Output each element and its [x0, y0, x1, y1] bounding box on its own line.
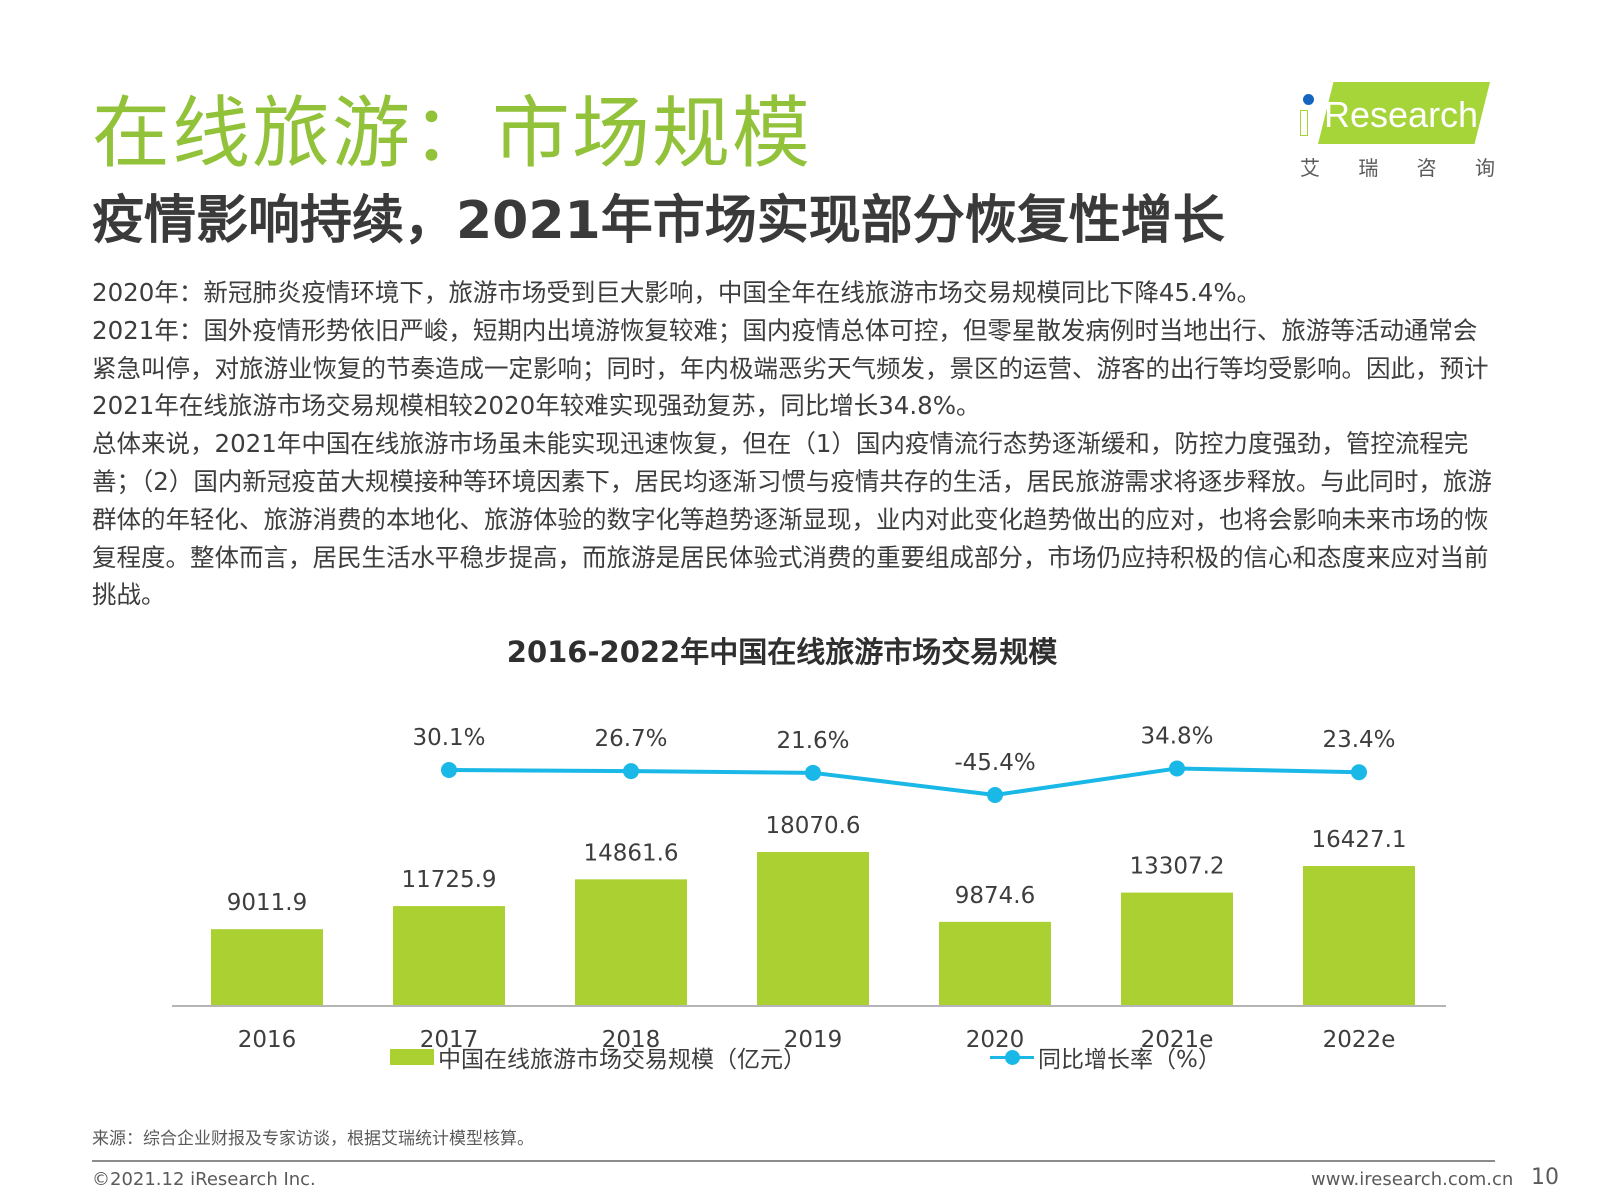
- growth-rate-label: -45.4%: [954, 750, 1035, 776]
- growth-point-2020: [987, 787, 1003, 803]
- logo-word: Research: [1324, 94, 1479, 135]
- legend-line: 同比增长率（%）: [990, 1040, 1221, 1074]
- iresearch-logo: Research 艾 瑞 咨 询: [1300, 82, 1495, 182]
- growth-point-2019: [805, 764, 821, 781]
- growth-rate-line: [448, 766, 1360, 797]
- bar-2020: [939, 921, 1051, 1006]
- logo-chinese-name: 艾 瑞 咨 询: [1300, 152, 1495, 181]
- logo-i-icon: [1300, 110, 1308, 136]
- bar-2016: [211, 929, 323, 1006]
- bar-value-label: 9011.9: [227, 890, 307, 916]
- growth-rate-label: 23.4%: [1322, 727, 1395, 753]
- x-tick-label: 2022e: [1323, 1027, 1396, 1053]
- page-title: 在线旅游：市场规模: [92, 89, 813, 179]
- bar-value-label: 16427.1: [1311, 827, 1406, 853]
- logo-dot-icon: [1303, 94, 1314, 105]
- legend-bar: 中国在线旅游市场交易规模（亿元）: [390, 1040, 806, 1074]
- x-tick-label: 2016: [238, 1027, 297, 1053]
- growth-rate-label: 21.6%: [776, 728, 849, 754]
- footer-website[interactable]: www.iresearch.com.cn: [1311, 1169, 1514, 1190]
- logo-char: 询: [1474, 156, 1495, 180]
- bar-2022e: [1303, 866, 1415, 1006]
- x-tick-labels: 2016 2017 2018 2019 2020 2021e 2022e: [238, 1027, 1396, 1053]
- body-text: 2020年：新冠肺炎疫情环境下，旅游市场受到巨大影响，中国全年在线旅游市场交易规…: [92, 274, 1492, 614]
- x-tick-label: 2020: [966, 1027, 1025, 1053]
- paragraph-2021: 2021年：国外疫情形势依旧严峻，短期内出境游恢复较难；国内疫情总体可控，但零星…: [92, 315, 1489, 421]
- logo-band: [1318, 82, 1490, 144]
- logo-char: 瑞: [1358, 156, 1379, 180]
- x-tick-label: 2019: [784, 1027, 843, 1053]
- bar-value-label: 18070.6: [765, 813, 860, 839]
- growth-rate-label: 26.7%: [594, 726, 667, 752]
- paragraph-2020: 2020年：新冠肺炎疫情环境下，旅游市场受到巨大影响，中国全年在线旅游市场交易规…: [92, 278, 1262, 307]
- legend-line-label: 同比增长率（%）: [1038, 1047, 1221, 1073]
- growth-point-2021e: [1169, 760, 1185, 777]
- source-note: 来源：综合企业财报及专家访谈，根据艾瑞统计模型核算。: [92, 1129, 534, 1149]
- logo-char: 咨: [1416, 156, 1437, 180]
- footer-copyright: ©2021.12 iResearch Inc.: [92, 1169, 316, 1190]
- bar-2018: [575, 879, 687, 1006]
- growth-point-2017: [441, 762, 457, 778]
- bar-value-label: 11725.9: [401, 867, 496, 893]
- logo-char: 艾: [1300, 156, 1320, 180]
- growth-rate-label: 34.8%: [1140, 723, 1213, 749]
- legend-bar-swatch: [390, 1049, 434, 1065]
- footer-divider: [92, 1160, 1495, 1162]
- growth-line-layer: 30.1% 26.7% 21.6% -45.4% 34.8% 23.4%: [412, 723, 1396, 803]
- bar-value-label: 9874.6: [955, 883, 1035, 909]
- bar-value-label: 13307.2: [1129, 854, 1224, 880]
- chart-title: 2016-2022年中国在线旅游市场交易规模: [507, 635, 1058, 669]
- x-tick-label: 2018: [602, 1027, 661, 1053]
- bar-2021e: [1121, 892, 1233, 1006]
- bar-2017: [393, 906, 505, 1006]
- x-tick-label: 2017: [420, 1027, 479, 1053]
- growth-rate-label: 30.1%: [412, 725, 485, 751]
- bar-value-label: 14861.6: [583, 840, 678, 866]
- x-tick-label: 2021e: [1141, 1027, 1214, 1053]
- legend-line-swatch: [990, 1049, 1034, 1065]
- page-subtitle: 疫情影响持续，2021年市场实现部分恢复性增长: [92, 191, 1225, 251]
- bar-2019: [757, 852, 869, 1006]
- growth-point-2018: [623, 763, 639, 780]
- legend-bar-label: 中国在线旅游市场交易规模（亿元）: [438, 1047, 806, 1073]
- growth-point-2022e: [1351, 764, 1367, 781]
- paragraph-summary: 总体来说，2021年中国在线旅游市场虽未能实现迅速恢复，但在（1）国内疫情流行态…: [92, 429, 1492, 610]
- bars-layer: 9011.9 11725.9 14861.6 18070.6 9874.6 13307.2…: [211, 813, 1415, 1006]
- page-number: 10: [1531, 1165, 1559, 1190]
